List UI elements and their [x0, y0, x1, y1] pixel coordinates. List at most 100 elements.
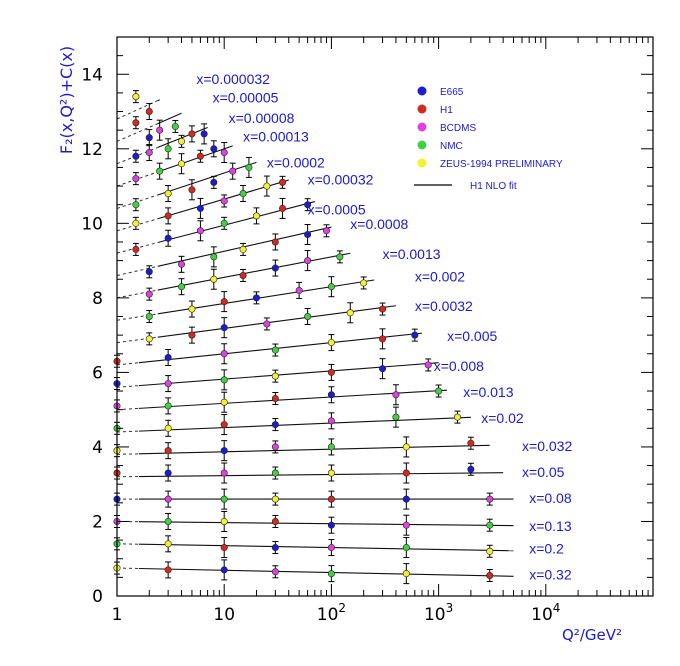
- y-tick-label: 6: [92, 363, 103, 383]
- data-point: [132, 119, 140, 127]
- data-point: [271, 264, 279, 272]
- data-point: [196, 204, 204, 212]
- data-point: [132, 175, 140, 183]
- data-point: [188, 305, 196, 313]
- y-tick-label: 10: [81, 214, 103, 234]
- bin-label: x=0.002: [415, 268, 465, 284]
- nlo-fit-line-3: [157, 145, 233, 173]
- data-point: [346, 309, 354, 317]
- data-point: [327, 368, 335, 376]
- bin-label: x=0.0008: [350, 216, 408, 232]
- bin-label: x=0.08: [529, 490, 572, 506]
- nlo-fit-line-14: [138, 416, 471, 432]
- data-point: [171, 122, 179, 130]
- data-point: [392, 413, 400, 421]
- bin-label: x=0.13: [529, 518, 572, 534]
- data-point: [164, 517, 172, 525]
- data-point: [322, 227, 330, 235]
- nlo-fit-line-2: [157, 126, 208, 148]
- data-point: [200, 130, 208, 138]
- legend-label: ZEUS-1994 PRELIMINARY: [440, 159, 563, 170]
- data-point: [188, 331, 196, 339]
- bin-label: x=0.0002: [267, 155, 325, 171]
- data-point: [164, 495, 172, 503]
- y-tick-label: 2: [92, 512, 103, 532]
- data-point: [271, 421, 279, 429]
- data-point: [379, 305, 387, 313]
- legend-label: H1 NLO fit: [470, 181, 517, 192]
- nlo-fit-extrapolation-14: [116, 430, 139, 433]
- nlo-fit-line-0: [157, 99, 160, 102]
- bin-label: x=0.00005: [213, 89, 279, 105]
- nlo-fit-extrapolation-7: [116, 265, 158, 276]
- data-point: [220, 566, 228, 574]
- nlo-fit-extrapolation-6: [116, 242, 158, 254]
- data-point: [229, 167, 237, 175]
- bin-label: x=0.02: [481, 410, 524, 426]
- nlo-fit-line-1: [157, 112, 182, 125]
- y-tick-label: 8: [92, 289, 103, 309]
- data-point: [402, 570, 410, 578]
- data-point: [486, 495, 494, 503]
- data-point: [164, 402, 172, 410]
- data-point: [239, 190, 247, 198]
- data-point: [486, 547, 494, 555]
- data-point: [132, 201, 140, 209]
- data-point: [196, 152, 204, 160]
- data-point: [327, 443, 335, 451]
- data-point: [220, 219, 228, 227]
- bin-label: x=0.000032: [196, 71, 270, 87]
- data-point: [178, 137, 186, 145]
- data-point: [271, 346, 279, 354]
- data-point: [379, 335, 387, 343]
- x-tick-label: 10: [213, 605, 235, 625]
- legend-label: BCDMS: [440, 123, 476, 134]
- nlo-fit-line-12: [138, 362, 439, 387]
- legend-marker: [417, 140, 427, 150]
- data-point: [220, 469, 228, 477]
- nlo-fit-extrapolation-15: [116, 453, 139, 455]
- data-point: [271, 568, 279, 576]
- data-point: [271, 495, 279, 503]
- x-tick-label: 1: [112, 605, 123, 625]
- data-point: [220, 149, 228, 157]
- legend-label: NMC: [440, 141, 463, 152]
- data-point: [156, 126, 164, 134]
- nlo-fit-line-6: [157, 201, 315, 244]
- data-point: [164, 190, 172, 198]
- data-point: [245, 163, 253, 171]
- data-point: [271, 443, 279, 451]
- data-point: [220, 447, 228, 455]
- data-point: [210, 275, 218, 283]
- data-point: [467, 439, 475, 447]
- data-point: [279, 204, 287, 212]
- data-point: [252, 212, 260, 220]
- legend-marker: [417, 122, 427, 132]
- data-point: [402, 469, 410, 477]
- data-point: [327, 391, 335, 399]
- x-axis-title: Q²/GeV²: [562, 626, 622, 644]
- data-point: [424, 361, 432, 369]
- bin-label: x=0.2: [529, 540, 564, 556]
- data-point: [327, 417, 335, 425]
- nlo-fit-line-11: [138, 332, 423, 364]
- nlo-fit-line-16: [138, 472, 504, 478]
- bin-label: x=0.0005: [308, 201, 366, 217]
- bin-label: x=0.013: [463, 384, 513, 400]
- data-point: [336, 253, 344, 261]
- legend-marker: [417, 104, 427, 114]
- x-tick-label-exponent: 2: [338, 601, 346, 615]
- bin-label: x=0.00032: [308, 171, 374, 187]
- data-point: [220, 324, 228, 332]
- data-point: [164, 145, 172, 153]
- data-point: [164, 540, 172, 548]
- bin-label: x=0.00008: [229, 110, 295, 126]
- data-point: [132, 152, 140, 160]
- bin-label: x=0.05: [522, 464, 565, 480]
- data-point: [164, 447, 172, 455]
- data-point: [145, 108, 153, 116]
- bin-label: x=0.00013: [243, 129, 309, 145]
- data-point: [210, 178, 218, 186]
- data-point: [210, 253, 218, 261]
